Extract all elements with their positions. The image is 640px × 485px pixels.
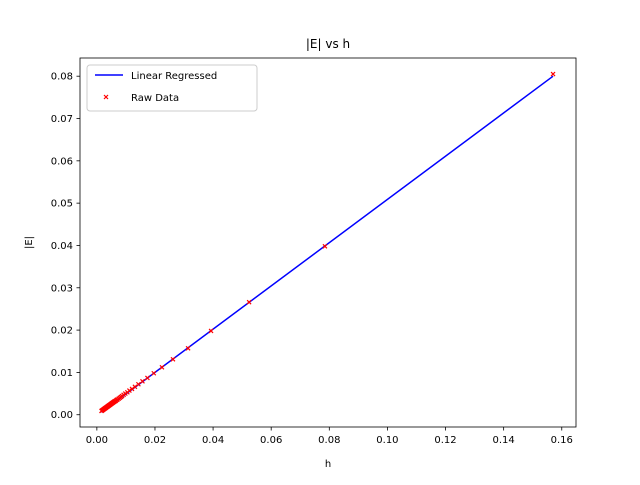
legend-label-linear-regressed: Linear Regressed xyxy=(131,71,217,82)
legend: Linear Regressed Raw Data xyxy=(86,64,258,112)
y-tick-label: 0.05 xyxy=(51,199,73,210)
data-point-raw xyxy=(135,381,141,387)
x-tick-label: 0.04 xyxy=(202,435,224,446)
x-tick-label: 0.02 xyxy=(144,435,166,446)
y-tick-label: 0.00 xyxy=(51,410,73,421)
y-tick-label: 0.03 xyxy=(51,283,73,294)
data-point-raw xyxy=(322,243,328,249)
legend-box xyxy=(86,64,258,112)
data-point-raw xyxy=(129,386,135,392)
x-tick-label: 0.06 xyxy=(260,435,282,446)
data-point-raw xyxy=(208,328,214,334)
x-tick-label: 0.00 xyxy=(86,435,108,446)
data-point-raw xyxy=(140,378,145,384)
data-point-raw xyxy=(185,345,191,351)
x-tick-label: 0.14 xyxy=(493,435,515,446)
data-point-raw xyxy=(550,71,556,77)
x-tick-label: 0.16 xyxy=(551,435,573,446)
x-tick-label: 0.12 xyxy=(434,435,456,446)
x-axis-ticks: 0.00 0.02 0.04 0.06 0.08 0.10 0.12 0.14 0.16 xyxy=(86,427,573,446)
plot-layer xyxy=(99,71,556,414)
data-point-raw xyxy=(159,364,165,370)
x-axis-label: h xyxy=(325,459,331,470)
y-axis-label: |E| xyxy=(24,236,35,249)
series-line-linear-regressed xyxy=(101,75,554,413)
data-point-raw xyxy=(151,370,157,376)
data-point-raw xyxy=(144,375,150,381)
y-axis-ticks: 0.00 0.01 0.02 0.03 0.04 0.05 0.06 0.07 0.08 xyxy=(51,72,80,421)
legend-label-raw-data: Raw Data xyxy=(131,93,179,104)
y-tick-label: 0.06 xyxy=(51,156,73,167)
data-point-raw xyxy=(99,408,104,414)
y-tick-label: 0.01 xyxy=(51,368,73,379)
y-tick-label: 0.02 xyxy=(51,326,73,337)
plot-frame xyxy=(79,57,577,428)
data-point-raw xyxy=(170,356,176,362)
chart-title: |E| vs h xyxy=(306,37,350,51)
data-point-raw xyxy=(246,299,252,305)
x-tick-label: 0.08 xyxy=(318,435,340,446)
y-tick-label: 0.04 xyxy=(51,241,73,252)
x-tick-label: 0.10 xyxy=(376,435,398,446)
legend-marker-swatch xyxy=(103,94,109,100)
y-tick-label: 0.07 xyxy=(51,114,73,125)
y-tick-label: 0.08 xyxy=(51,72,73,83)
